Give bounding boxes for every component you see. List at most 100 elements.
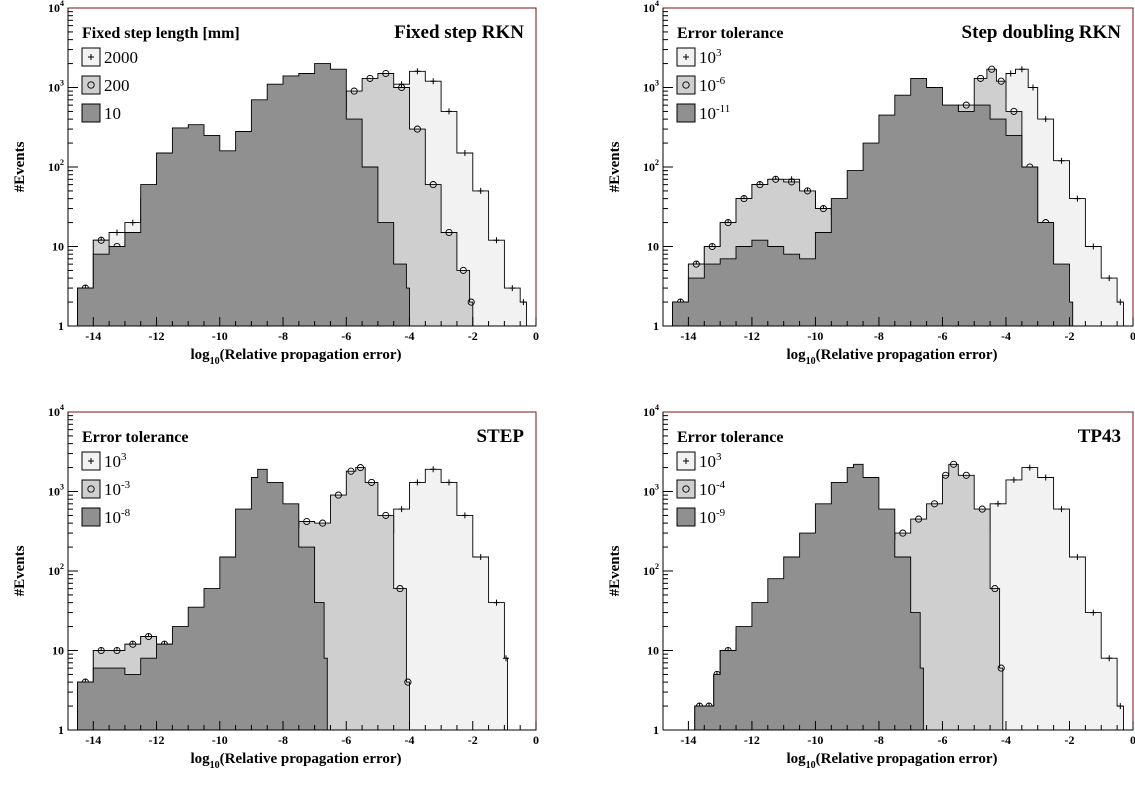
data-point [509,285,516,292]
legend-marker [682,485,690,493]
data-point [319,519,327,527]
x-tick-label: 0 [1130,733,1135,747]
x-tick-label: -12 [149,329,165,343]
data-point [467,298,475,306]
data-point [1090,609,1097,616]
data-point [430,466,437,473]
legend-label: 10-8 [104,507,131,527]
legend-swatch [81,479,101,499]
x-tick-label: -14 [85,733,101,747]
data-point [404,678,412,686]
chart-panel: -14 -12 -10 -8 -6 -4 -2 0 1 10 102 103 104 log10(Rela… [607,0,1135,367]
data-point [356,464,365,472]
data-point [368,478,376,486]
data-point [756,181,764,189]
x-tick-label: 0 [533,733,539,747]
y-tick-label: 102 [643,158,659,174]
data-point [1074,554,1081,560]
data-point [97,236,105,244]
histogram-fine [74,468,331,731]
data-point [978,505,986,513]
legend-marker [682,81,690,89]
histogram-fine [669,77,1076,327]
data-point [1058,157,1065,164]
x-tick-label: -10 [212,329,228,343]
x-axis-label: log10(Relative propagation error) [190,347,401,367]
x-axis-label: log10(Relative propagation error) [786,751,997,771]
data-point [382,69,390,78]
data-point [414,68,421,75]
x-tick-label: -2 [1065,733,1075,747]
y-tick-label: 104 [643,0,659,15]
data-point [366,74,374,82]
data-point [988,65,996,73]
data-point [962,101,970,109]
y-tick-label: 102 [643,562,659,578]
y-axis-label: #Events [607,141,623,192]
data-point [97,646,105,655]
y-tick-label: 104 [48,403,64,419]
x-tick-label: -6 [341,329,351,343]
legend-label: 103 [104,451,127,471]
data-point [772,175,780,183]
histogram-fine [74,63,413,327]
legend-marker [683,54,689,60]
data-point [997,664,1005,672]
y-tick-label: 102 [48,562,64,578]
x-tick-label: -14 [680,329,696,343]
x-tick-label: -14 [85,329,101,343]
data-point [350,87,358,95]
histogram-fine [691,463,927,731]
y-tick-label: 104 [48,0,64,15]
x-tick-label: -4 [405,733,415,747]
x-tick-label: -6 [938,329,948,343]
data-point [1106,275,1113,282]
legend-swatch [676,103,696,123]
data-point [414,479,421,486]
chart-title: Fixed step RKN [394,22,524,43]
x-tick-label: -14 [680,733,696,747]
data-point [1010,107,1018,115]
data-point [950,460,958,468]
data-point [803,187,812,195]
legend-label: 2000 [104,48,138,67]
data-point [692,260,700,268]
data-point [1106,655,1113,662]
legend-swatch [676,75,696,95]
y-tick-label: 103 [643,483,659,499]
data-point [1026,464,1033,471]
data-point [503,655,509,662]
data-point [493,599,500,606]
y-tick-label: 10 [647,240,659,254]
data-point [1058,506,1065,513]
data-point [1090,243,1097,250]
data-point [1042,116,1049,123]
legend-swatch [81,75,101,95]
legend-label: 103 [699,451,722,471]
data-point [396,585,404,593]
y-tick-label: 10 [647,644,659,658]
data-point [1007,70,1014,77]
data-point [398,506,405,513]
legend-title: Error tolerance [82,429,188,446]
x-tick-label: -6 [938,733,948,747]
y-tick-label: 1 [58,319,64,333]
data-point [1010,476,1017,483]
chart-title: Step doubling RKN [962,22,1122,43]
y-tick-label: 10 [52,240,64,254]
legend-marker [88,458,94,464]
legend-swatch [81,103,101,123]
data-point [930,500,939,508]
legend-marker [683,458,689,464]
y-tick-label: 10 [52,644,64,658]
y-tick-label: 104 [643,403,659,419]
x-tick-label: -8 [278,329,288,343]
x-tick-label: 0 [1130,329,1135,343]
data-point [1018,66,1025,73]
data-point [991,585,999,593]
x-axis-label: log10(Relative propagation error) [786,347,997,367]
x-tick-label: -12 [149,733,165,747]
data-point [942,471,950,479]
y-tick-label: 102 [48,158,64,174]
